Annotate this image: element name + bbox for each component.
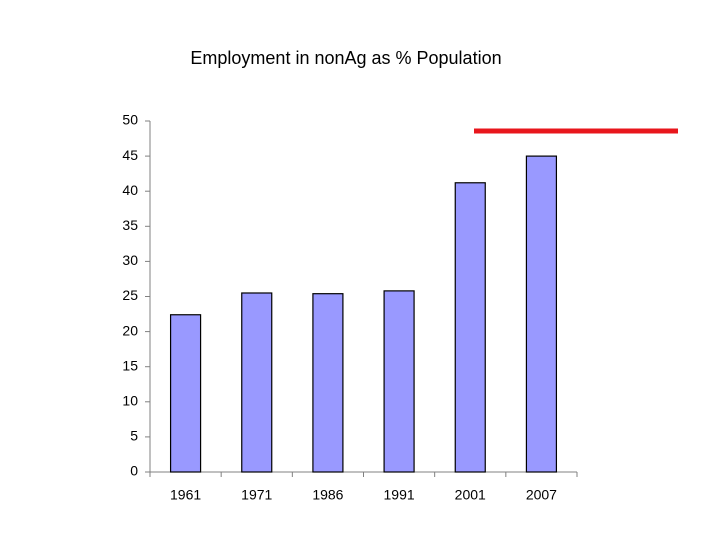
y-tick-label: 35 — [122, 217, 138, 233]
bar — [383, 290, 415, 473]
chart-title: Employment in nonAg as % Population — [190, 48, 501, 68]
x-tick-label: 2001 — [455, 487, 486, 503]
y-tick-label: 20 — [122, 322, 138, 338]
y-tick-label: 0 — [130, 463, 138, 479]
x-tick-label: 1961 — [170, 487, 201, 503]
x-tick-label: 1986 — [312, 487, 343, 503]
highlight-line — [474, 128, 678, 134]
bar — [454, 182, 486, 473]
y-tick-label: 10 — [122, 393, 138, 409]
y-tick-label: 45 — [122, 147, 138, 163]
bar — [525, 155, 558, 473]
y-tick-label: 30 — [122, 252, 138, 268]
y-tick-label: 5 — [130, 428, 138, 444]
y-tick-label: 25 — [122, 287, 138, 303]
bar — [241, 292, 273, 473]
bar — [169, 314, 202, 473]
x-tick-label: 1991 — [384, 487, 415, 503]
y-tick-label: 50 — [122, 112, 138, 128]
x-tick-label: 1971 — [241, 487, 272, 503]
y-tick-label: 15 — [122, 357, 138, 373]
bar — [312, 293, 344, 473]
y-tick-label: 40 — [122, 182, 138, 198]
x-tick-label: 2007 — [526, 487, 557, 503]
